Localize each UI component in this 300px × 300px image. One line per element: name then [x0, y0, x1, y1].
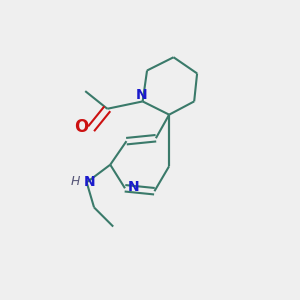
Text: N: N — [84, 175, 95, 188]
Text: N: N — [128, 180, 139, 194]
Text: N: N — [135, 88, 147, 102]
Text: O: O — [75, 118, 89, 136]
Text: H: H — [71, 175, 80, 188]
